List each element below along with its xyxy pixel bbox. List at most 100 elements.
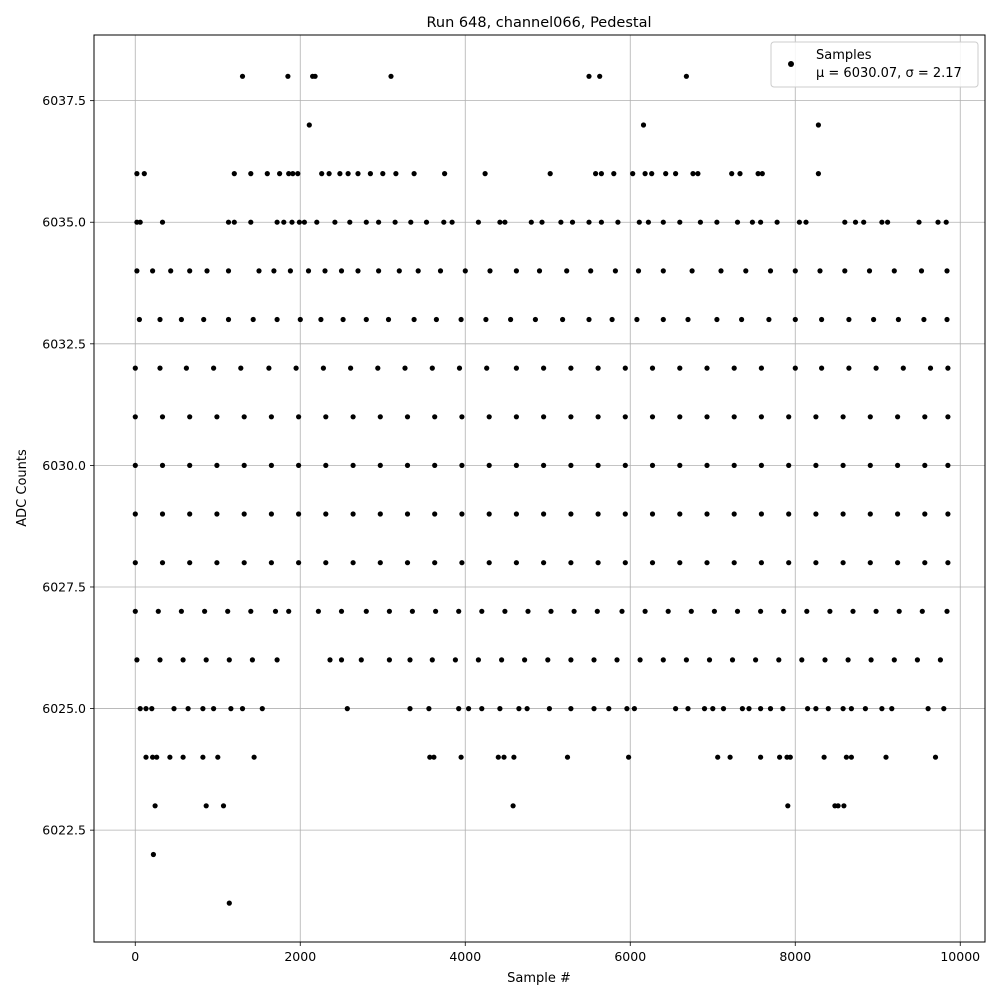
- data-point: [615, 219, 621, 225]
- data-point: [350, 511, 356, 517]
- data-point: [571, 608, 577, 614]
- data-point: [408, 219, 414, 225]
- data-point: [606, 706, 612, 712]
- data-point: [673, 706, 679, 712]
- data-point: [642, 171, 648, 177]
- data-point: [200, 706, 206, 712]
- data-point: [677, 511, 683, 517]
- data-point: [895, 462, 901, 468]
- data-point: [301, 219, 307, 225]
- data-point: [495, 754, 501, 760]
- data-point: [201, 316, 207, 323]
- data-point: [214, 414, 220, 420]
- data-point: [611, 171, 617, 177]
- data-point: [338, 268, 345, 274]
- data-point: [758, 365, 765, 371]
- data-point: [755, 171, 761, 177]
- data-point: [609, 316, 615, 323]
- data-point: [595, 365, 601, 371]
- data-point: [677, 219, 683, 225]
- data-point: [432, 462, 438, 468]
- data-point: [143, 754, 149, 760]
- data-point: [634, 316, 640, 323]
- data-point: [850, 608, 856, 614]
- data-point: [867, 560, 873, 566]
- data-point: [327, 657, 333, 663]
- data-point: [524, 706, 530, 712]
- data-point: [322, 268, 328, 274]
- data-point: [685, 706, 691, 712]
- data-point: [660, 268, 666, 274]
- data-point: [231, 219, 237, 225]
- legend-series-stats: μ = 6030.07, σ = 2.17: [816, 66, 962, 81]
- data-point: [786, 414, 792, 420]
- data-point: [889, 706, 895, 712]
- data-point: [159, 219, 166, 225]
- data-point: [781, 608, 787, 614]
- data-point: [568, 365, 574, 371]
- data-point: [885, 219, 891, 225]
- data-point: [758, 706, 764, 712]
- data-point: [891, 657, 897, 663]
- data-point: [840, 414, 846, 420]
- x-tick-label: 10000: [940, 949, 980, 964]
- data-point: [597, 73, 603, 79]
- data-point: [727, 754, 733, 760]
- data-point: [568, 414, 574, 420]
- data-point: [220, 803, 227, 809]
- data-point: [296, 560, 302, 566]
- data-point: [132, 608, 138, 614]
- data-point: [274, 657, 280, 663]
- legend-series-name: Samples: [816, 48, 872, 63]
- data-point: [458, 316, 464, 323]
- data-point: [622, 560, 628, 566]
- data-point: [568, 657, 574, 663]
- data-point: [622, 365, 628, 371]
- data-point: [649, 414, 656, 420]
- data-point: [799, 657, 805, 663]
- data-point: [377, 462, 383, 468]
- data-point: [622, 511, 628, 517]
- data-point: [429, 365, 435, 371]
- data-point: [731, 560, 737, 566]
- x-axis-label: Sample #: [507, 971, 571, 986]
- data-point: [704, 511, 710, 517]
- data-point: [225, 316, 232, 323]
- data-point: [432, 560, 438, 566]
- data-point: [287, 268, 293, 274]
- data-point: [792, 365, 798, 371]
- data-point: [159, 414, 166, 420]
- data-point: [143, 706, 149, 712]
- data-point: [344, 706, 350, 712]
- data-point: [355, 268, 361, 274]
- data-point: [211, 706, 217, 712]
- data-point: [932, 754, 939, 760]
- data-point: [891, 268, 897, 274]
- data-point: [588, 268, 594, 274]
- data-point: [486, 414, 492, 420]
- data-point: [241, 414, 247, 420]
- data-point: [813, 706, 819, 712]
- data-point: [541, 462, 547, 468]
- data-point: [564, 754, 571, 760]
- data-point: [350, 560, 356, 566]
- data-point: [367, 171, 373, 177]
- data-point: [945, 462, 951, 468]
- data-point: [922, 560, 928, 566]
- data-point: [157, 316, 163, 323]
- data-point: [919, 608, 925, 614]
- data-point: [251, 754, 257, 760]
- y-tick-label: 6022.5: [42, 823, 86, 838]
- data-point: [484, 365, 490, 371]
- data-point: [134, 268, 140, 274]
- data-point: [134, 171, 140, 177]
- data-point: [635, 268, 642, 274]
- data-point: [296, 511, 302, 517]
- data-point: [598, 171, 605, 177]
- data-point: [866, 268, 873, 274]
- data-point: [660, 657, 666, 663]
- data-point: [785, 803, 791, 809]
- data-point: [286, 171, 292, 177]
- data-point: [225, 219, 232, 225]
- data-point: [487, 268, 493, 274]
